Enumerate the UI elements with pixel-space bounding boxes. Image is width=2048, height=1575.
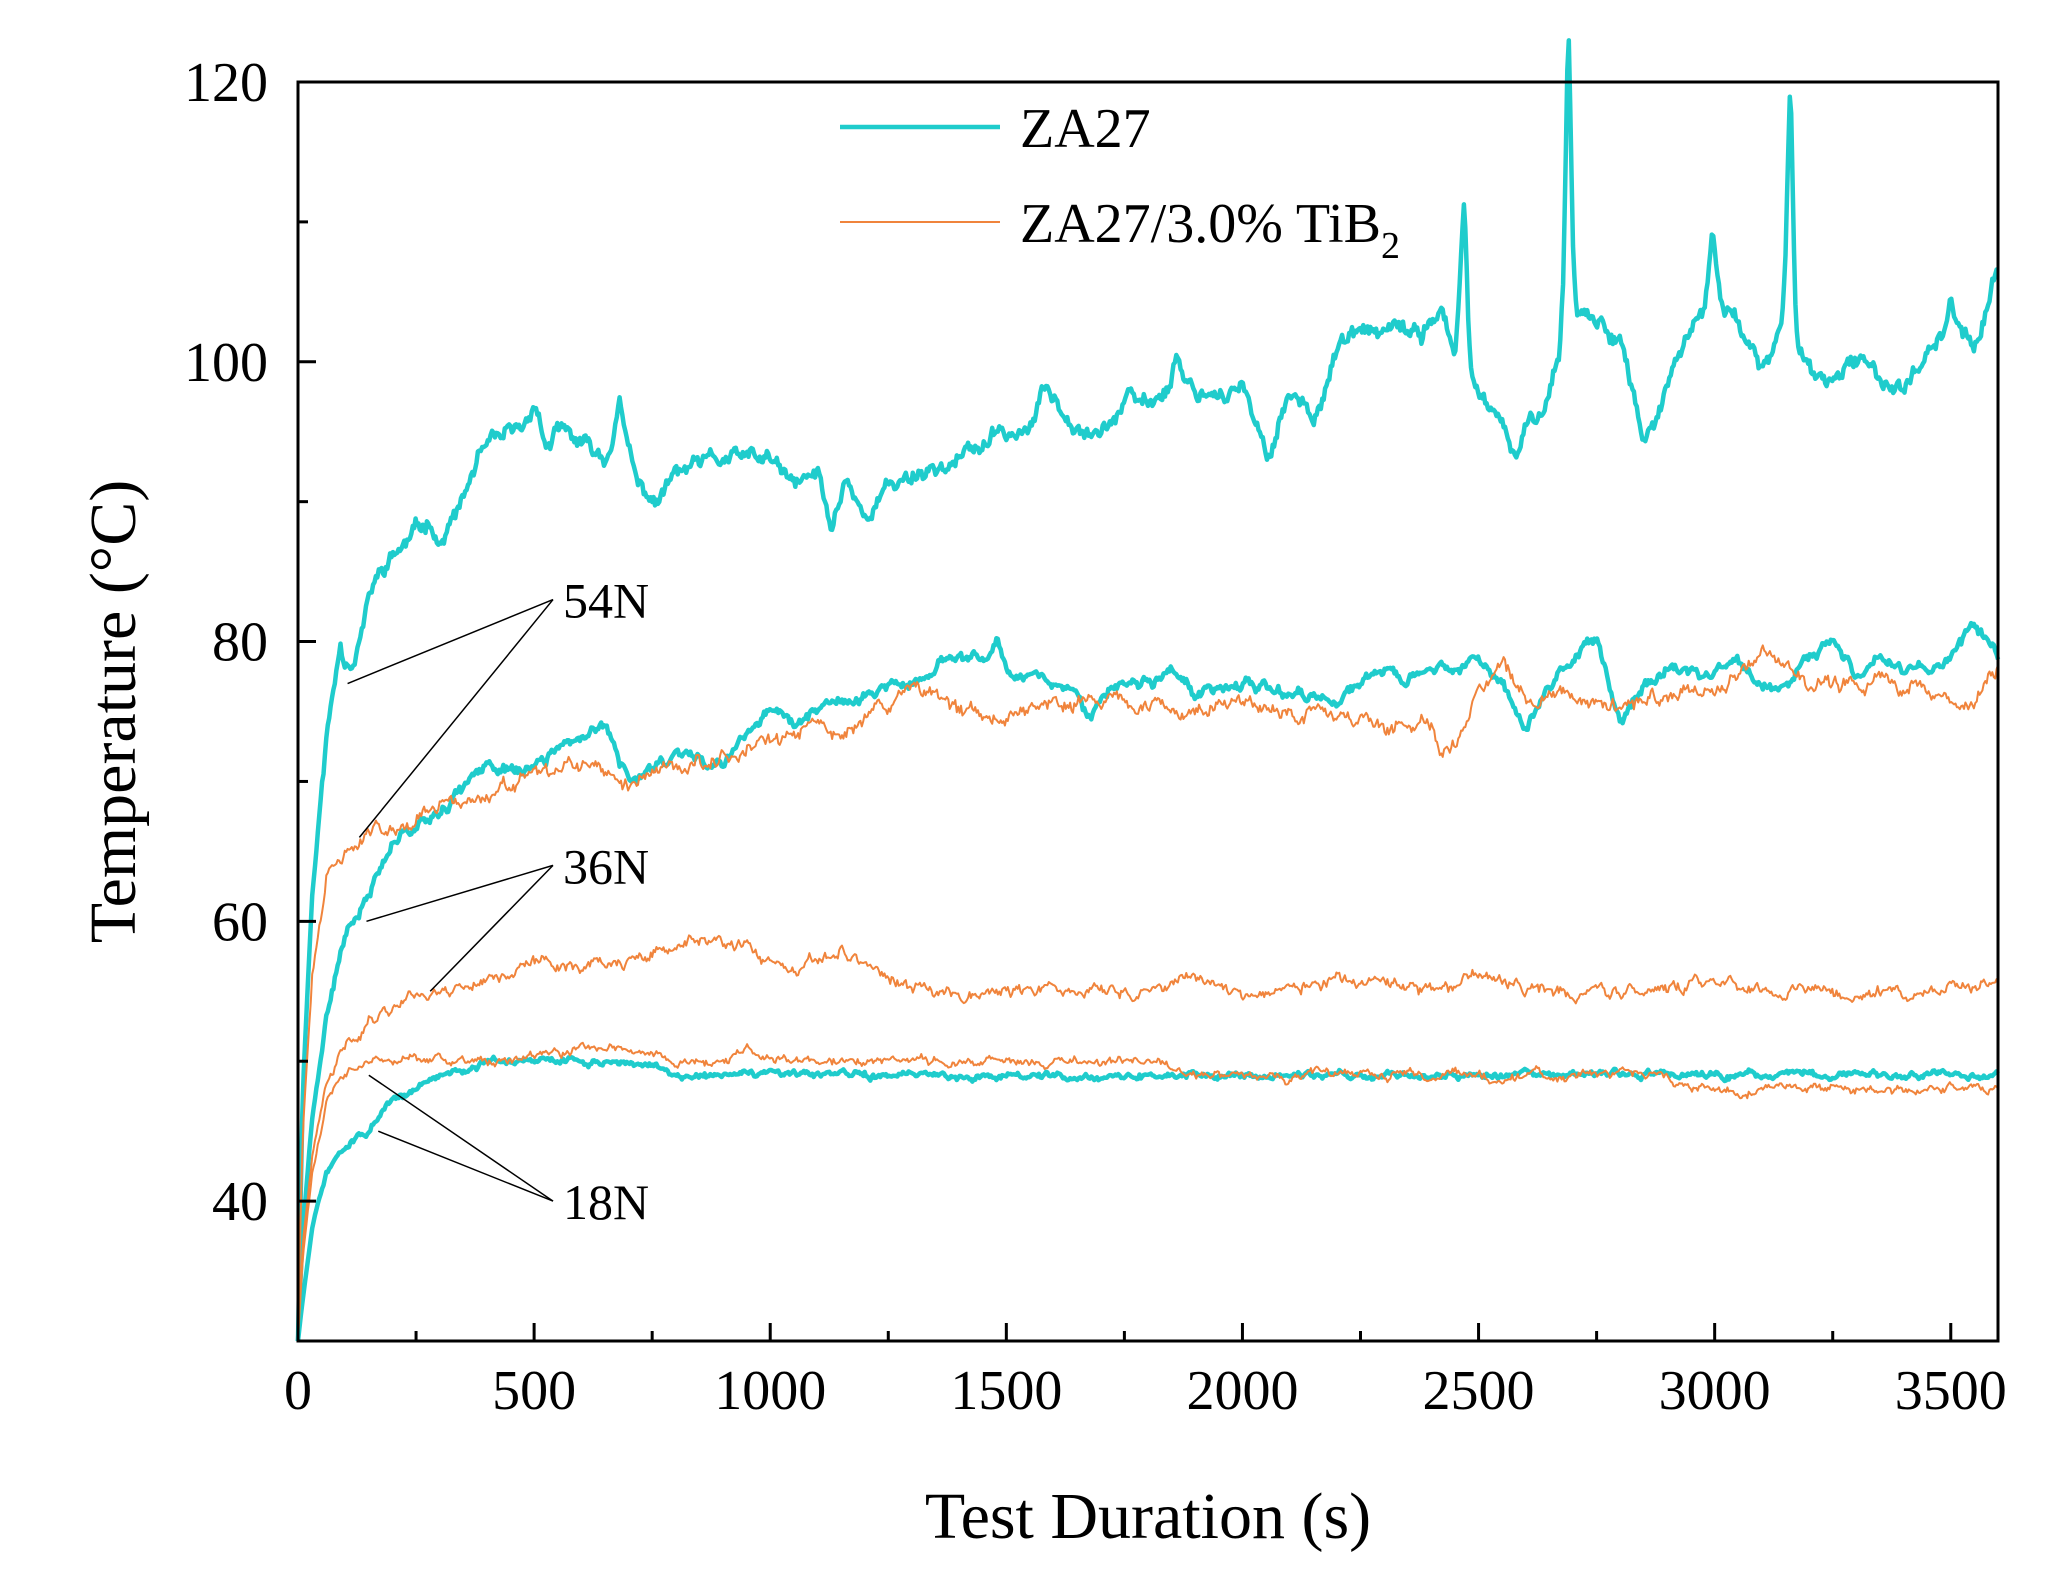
y-tick-label: 100 xyxy=(184,332,268,394)
annotation-leader-line xyxy=(358,599,554,838)
x-tick-label: 1500 xyxy=(950,1360,1062,1422)
annotations-layer: 54N 36N 18N xyxy=(347,573,649,1230)
legend-label-za27-tib2: ZA27/3.0% TiB2 xyxy=(1020,193,1400,267)
annotation-leader-line xyxy=(368,1074,554,1202)
legend: ZA27 ZA27/3.0% TiB2 xyxy=(840,98,1400,267)
y-axis-ticks: 40 60 80 100 120 xyxy=(184,52,316,1343)
series-line-0 xyxy=(295,38,1999,1342)
y-axis-title: Temperature (°C) xyxy=(77,480,150,943)
annotation-leader-line xyxy=(377,1130,554,1202)
annotation-leader-line xyxy=(429,864,554,992)
y-tick-label: 80 xyxy=(212,612,268,674)
annotation-leader-line xyxy=(366,864,554,923)
series-line-3 xyxy=(297,934,1999,1342)
x-tick-label: 500 xyxy=(492,1360,576,1422)
y-tick-label: 60 xyxy=(212,891,268,953)
x-tick-label: 2000 xyxy=(1186,1360,1298,1422)
legend-label-za27-tib2-main: ZA27/3.0% TiB xyxy=(1020,193,1381,255)
x-tick-label: 2500 xyxy=(1423,1360,1535,1422)
x-axis-ticks: 0 500 1000 1500 2000 2500 3000 3500 xyxy=(284,1323,2007,1422)
legend-label-za27: ZA27 xyxy=(1020,98,1151,160)
x-tick-label: 3500 xyxy=(1895,1360,2007,1422)
x-tick-label: 0 xyxy=(284,1360,312,1422)
annotation-label-36n: 36N xyxy=(563,838,649,894)
annotation-leader-line xyxy=(347,598,554,685)
series-layer xyxy=(295,38,2001,1342)
x-tick-label: 1000 xyxy=(714,1360,826,1422)
x-axis-title: Test Duration (s) xyxy=(925,1480,1371,1553)
plot-area-frame xyxy=(296,80,2000,1343)
series-line-5 xyxy=(297,1041,1999,1342)
annotation-label-54n: 54N xyxy=(563,573,649,629)
x-tick-label: 3000 xyxy=(1659,1360,1771,1422)
series-line-2 xyxy=(297,644,1999,1328)
series-line-4 xyxy=(295,1054,2000,1342)
y-tick-label: 120 xyxy=(184,52,268,114)
annotation-label-18n: 18N xyxy=(563,1174,649,1230)
y-tick-label: 40 xyxy=(212,1171,268,1233)
series-line-1 xyxy=(295,620,2001,1342)
legend-label-za27-tib2-subscript: 2 xyxy=(1381,225,1400,267)
